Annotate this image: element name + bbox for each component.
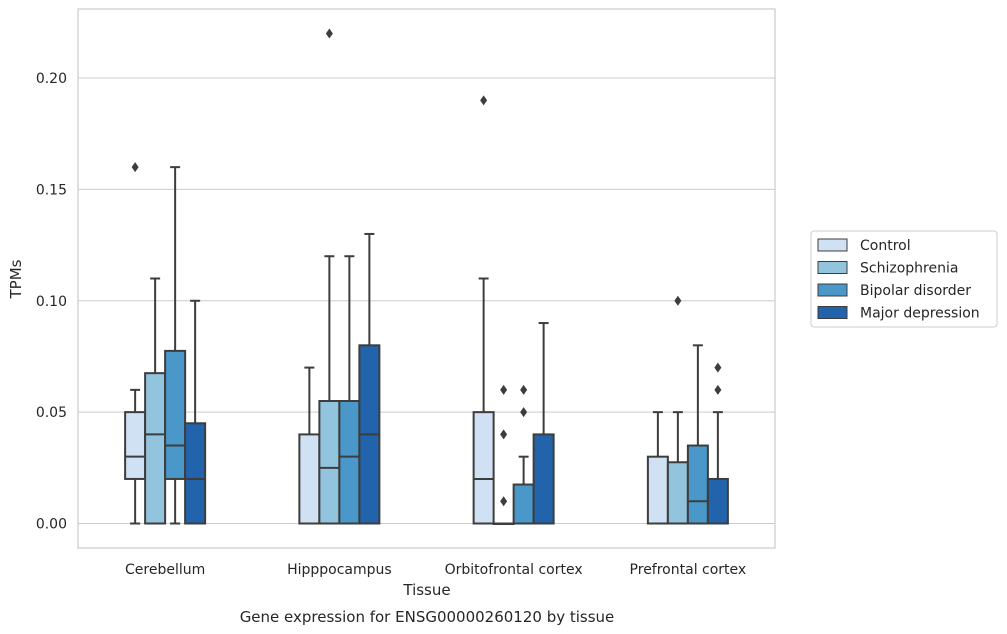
x-axis-ticks: Cerebellum Hipppocampus Orbitofrontal cort… (125, 562, 746, 578)
box-bipolar-disorder (338, 255, 361, 525)
box-major-depression (184, 299, 207, 525)
outlier-point (500, 384, 508, 395)
legend-swatch (817, 283, 848, 297)
y-tick-label: 0.15 (36, 182, 67, 198)
box-major-depression (532, 322, 555, 525)
box-major-depression (358, 232, 381, 525)
box-iqr (706, 477, 729, 525)
y-tick-label: 0.20 (36, 71, 67, 87)
plot-frame (77, 8, 776, 549)
box-iqr (164, 349, 187, 480)
legend-swatch (817, 261, 848, 274)
box-bipolar-disorder (686, 344, 709, 525)
legend-label: Schizophrenia (860, 261, 958, 277)
boxes (124, 28, 729, 525)
legend-label: Major depression (860, 306, 980, 322)
box-control (124, 162, 147, 525)
outlier-point (520, 384, 528, 395)
legend-swatch (817, 238, 848, 252)
outlier-point (325, 28, 333, 39)
box-iqr (144, 372, 167, 525)
outlier-point (500, 429, 508, 440)
legend: Control Schizophrenia Bipolar disorder Majo… (810, 230, 998, 328)
box-iqr (686, 444, 709, 525)
chart-title: Gene expression for ENSG00000260120 by t… (240, 608, 615, 626)
legend-label: Bipolar disorder (860, 283, 971, 299)
box-iqr (298, 433, 321, 525)
box-iqr (512, 483, 535, 525)
box-iqr (472, 411, 495, 525)
outlier-point (714, 362, 722, 373)
outlier-point (714, 384, 722, 395)
box-iqr (646, 455, 669, 525)
y-tick-label: 0.10 (36, 294, 67, 310)
y-axis-label: TPMs (7, 259, 25, 299)
outlier-point (131, 162, 139, 173)
x-tick-label: Hipppocampus (287, 562, 392, 578)
outlier-point (500, 496, 508, 507)
x-tick-label: Prefrontal cortex (630, 562, 747, 578)
legend-frame (810, 230, 998, 328)
x-axis-label: Tissue (402, 581, 450, 599)
box-schizophrenia (492, 384, 515, 525)
box-control (298, 366, 321, 525)
box-bipolar-disorder (512, 384, 535, 525)
box-control (646, 411, 669, 525)
box-iqr (338, 400, 361, 525)
box-major-depression (706, 362, 729, 525)
box-schizophrenia (666, 295, 689, 525)
legend-swatch (817, 306, 848, 319)
box-schizophrenia (318, 28, 341, 525)
box-iqr (318, 400, 341, 525)
outlier-point (480, 95, 488, 106)
box-iqr (532, 433, 555, 525)
y-axis-ticks: 0.00 0.05 0.10 0.15 0.20 (36, 71, 67, 532)
outlier-point (674, 295, 682, 306)
x-tick-label: Cerebellum (125, 562, 205, 578)
x-tick-label: Orbitofrontal cortex (445, 562, 583, 578)
legend-label: Control (860, 238, 911, 254)
box-iqr (124, 411, 147, 480)
box-bipolar-disorder (164, 166, 187, 525)
box-iqr (184, 422, 207, 525)
y-tick-label: 0.05 (36, 405, 67, 421)
box-control (472, 95, 495, 525)
box-iqr (666, 461, 689, 525)
outlier-point (520, 407, 528, 418)
box-schizophrenia (144, 277, 167, 525)
y-tick-label: 0.00 (36, 517, 67, 533)
